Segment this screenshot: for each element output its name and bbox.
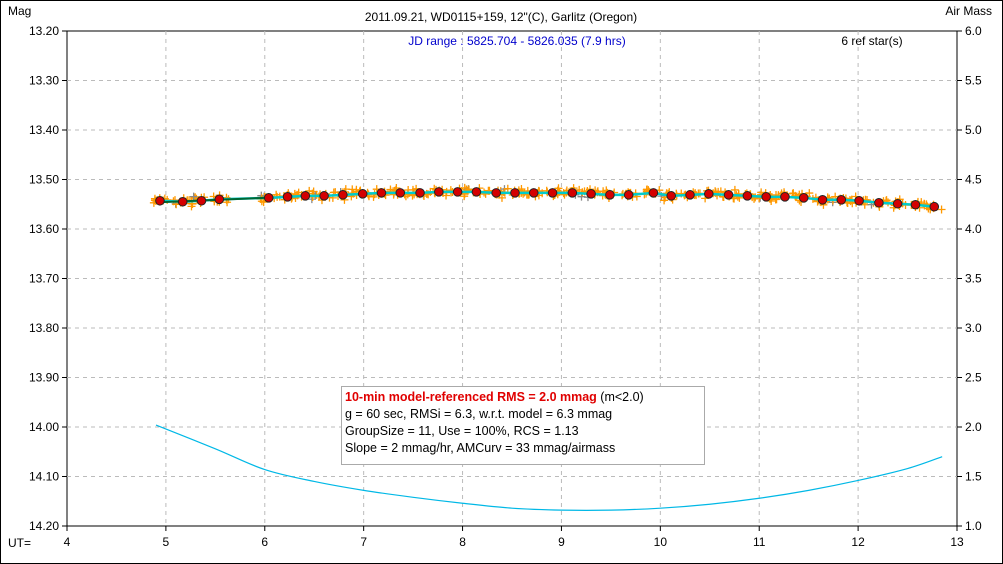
group-mean-point (155, 195, 165, 206)
stats-legend: 10-min model-referenced RMS = 2.0 mmag (… (341, 386, 705, 465)
group-mean-point (357, 189, 368, 199)
measurement-cross (189, 192, 198, 201)
group-mean-point (376, 188, 387, 198)
y2-tick-label: 2.5 (965, 371, 982, 385)
group-mean-point (854, 195, 864, 206)
x-tick-label: 8 (459, 535, 466, 549)
y-tick-label: 13.90 (29, 371, 59, 385)
measurement-cross (937, 205, 946, 214)
y-tick-label: 13.80 (29, 321, 59, 335)
group-mean-point (685, 190, 695, 200)
group-mean-point (892, 198, 903, 209)
x-tick-label: 9 (558, 535, 565, 549)
x-tick-label: 4 (64, 535, 71, 549)
group-mean-point (282, 192, 293, 202)
legend-headline-suffix: (m<2.0) (596, 390, 644, 404)
legend-headline: 10-min model-referenced RMS = 2.0 mmag (345, 390, 597, 404)
group-mean-point (434, 187, 444, 197)
y-tick-label: 13.50 (29, 173, 59, 187)
group-mean-point (605, 190, 615, 200)
y-tick-label: 13.30 (29, 74, 59, 88)
measurement-cross (503, 184, 512, 193)
legend-line: GroupSize = 11, Use = 100%, RCS = 1.13 (345, 424, 579, 438)
y2-tick-label: 6.0 (965, 24, 982, 38)
group-mean-point (798, 193, 809, 203)
group-mean-point (780, 192, 790, 202)
group-mean-point (723, 190, 734, 200)
y2-axis-label: Air Mass (945, 4, 992, 18)
airmass-curve (155, 424, 943, 512)
measurement-cross (463, 186, 472, 195)
ref-stars: 6 ref star(s) (841, 34, 902, 48)
legend-line: Slope = 2 mmag/hr, AMCurv = 33 mmag/airm… (345, 441, 616, 455)
group-mean-point (623, 190, 634, 200)
group-mean-point (300, 191, 311, 201)
x-tick-label: 13 (950, 535, 964, 549)
y2-tick-label: 3.0 (965, 321, 982, 335)
group-mean-point (528, 188, 539, 198)
group-mean-point (196, 195, 207, 206)
y-tick-label: 13.60 (29, 222, 59, 236)
group-mean-point (742, 191, 753, 201)
group-mean-point (177, 196, 188, 207)
y-tick-label: 14.00 (29, 420, 59, 434)
group-mean-point (395, 188, 406, 198)
group-mean-point (874, 197, 884, 208)
y2-tick-label: 4.5 (965, 173, 982, 187)
x-axis-label: UT= (8, 536, 31, 550)
y-tick-label: 13.40 (29, 123, 59, 137)
y-axis-label: Mag (8, 4, 31, 18)
y2-tick-label: 2.0 (965, 420, 982, 434)
measurement-cross (460, 192, 469, 201)
group-mean-point (703, 189, 714, 199)
group-mean-point (817, 194, 828, 205)
x-tick-label: 11 (753, 535, 766, 549)
x-tick-label: 6 (261, 535, 268, 549)
group-mean-point (929, 201, 940, 212)
y-tick-label: 14.20 (29, 519, 59, 533)
group-mean-point (836, 194, 847, 205)
y2-tick-label: 1.5 (965, 470, 982, 484)
measurement-cross (730, 185, 739, 194)
measurement-cross (259, 198, 268, 207)
y2-tick-label: 1.0 (965, 519, 982, 533)
y2-tick-label: 4.0 (965, 222, 982, 236)
x-tick-label: 12 (851, 535, 865, 549)
model-line (159, 190, 935, 208)
y-tick-label: 14.10 (29, 470, 59, 484)
group-mean-point (263, 193, 274, 203)
measurement-cross (805, 189, 814, 198)
legend-line: g = 60 sec, RMSi = 6.3, w.r.t. model = 6… (345, 407, 613, 421)
y-tick-label: 13.20 (29, 24, 59, 38)
group-mean-point (761, 192, 771, 202)
x-tick-label: 10 (654, 535, 668, 549)
group-mean-point (666, 191, 677, 201)
y-tick-label: 13.70 (29, 272, 59, 286)
group-mean-point (491, 188, 501, 198)
group-mean-point (567, 188, 578, 198)
group-mean-point (910, 199, 921, 210)
group-mean-point (648, 188, 659, 198)
y2-tick-label: 3.5 (965, 272, 982, 286)
group-mean-point (415, 188, 425, 198)
y2-tick-label: 5.0 (965, 123, 982, 137)
group-mean-point (471, 187, 482, 197)
group-mean-point (214, 194, 225, 205)
group-mean-point (452, 187, 463, 197)
group-mean-point (586, 189, 596, 199)
y2-tick-label: 5.5 (965, 74, 982, 88)
trend-line (159, 196, 265, 204)
group-mean-point (510, 188, 520, 198)
jd-range: JD range : 5825.704 - 5826.035 (7.9 hrs) (408, 34, 625, 48)
x-tick-label: 7 (360, 535, 367, 549)
group-mean-point (319, 191, 329, 201)
chart-title: 2011.09.21, WD0115+159, 12"(C), Garlitz … (365, 10, 637, 24)
group-mean-point (338, 190, 348, 200)
group-mean-point (547, 188, 558, 198)
x-tick-label: 5 (163, 535, 170, 549)
